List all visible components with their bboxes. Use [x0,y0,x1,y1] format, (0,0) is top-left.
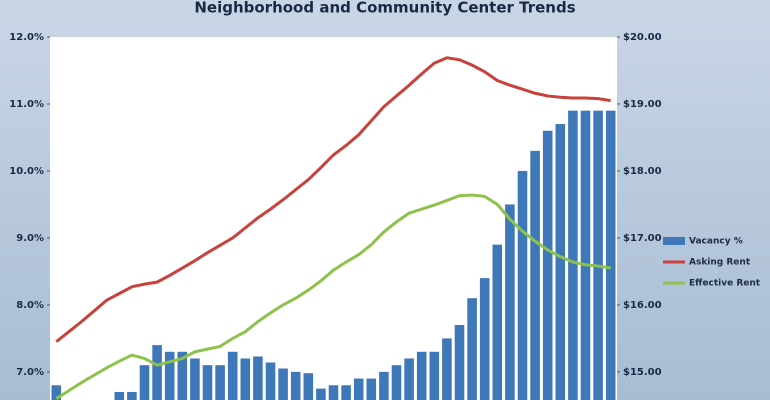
bar [227,351,238,400]
chart-title: Neighborhood and Community Center Trends [194,0,575,17]
bar [51,385,62,400]
bar [190,358,200,400]
bar [152,345,162,400]
y2-tick-label: $15.00 [623,367,662,378]
bar [442,338,452,400]
bar [391,365,402,400]
bar [139,365,150,400]
y2-tick-label: $18.00 [623,166,662,177]
bar [605,110,616,400]
y2-tick-label: $19.00 [623,99,662,110]
y-tick-label: 8.0% [16,300,44,311]
y-tick-label: 7.0% [16,367,44,378]
bar [164,351,175,400]
bar [505,204,515,400]
bar [568,110,578,400]
legend-swatch [663,237,685,245]
bar [467,298,477,400]
bar [127,391,137,400]
bar [303,373,314,400]
bar [353,378,364,400]
bar [530,150,540,400]
bar [479,278,490,400]
bar [492,244,503,400]
bar [429,351,440,400]
bar [290,371,301,400]
bar [379,371,389,400]
bar [366,378,377,400]
bar [416,351,427,400]
bar [114,391,125,400]
bar [542,130,553,400]
y-tick-label: 11.0% [9,99,44,110]
bar [404,358,414,400]
bar [177,351,188,400]
bar [341,385,351,400]
bar [215,365,225,400]
bar [278,368,288,400]
bar [593,110,603,400]
y-tick-label: 9.0% [16,233,44,244]
legend-label: Effective Rent [689,279,761,289]
y2-tick-label: $20.00 [623,32,662,43]
bar [240,358,251,400]
line [55,56,611,343]
y2-tick-label: $16.00 [623,300,662,311]
bar [555,124,566,400]
bar [454,324,465,400]
legend-label: Vacancy % [689,237,743,247]
bar [328,385,339,400]
bar [580,110,591,400]
line [55,193,611,400]
y2-tick-label: $17.00 [623,233,662,244]
bar [265,362,276,400]
bar [202,365,213,400]
bar [253,356,263,400]
y-tick-label: 12.0% [9,32,44,43]
y-tick-label: 10.0% [9,166,44,177]
bar [316,388,326,400]
bar [517,170,528,400]
legend-label: Asking Rent [689,258,751,268]
